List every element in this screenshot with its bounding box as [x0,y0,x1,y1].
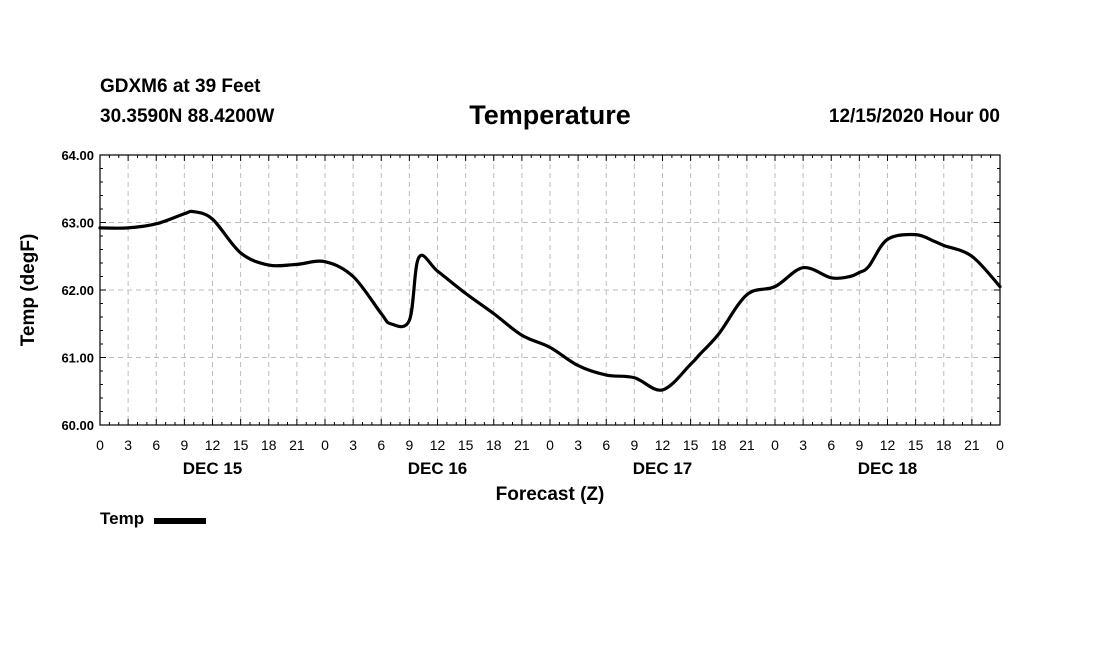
x-tick-label: 0 [771,437,779,453]
y-tick-label: 63.00 [61,216,94,231]
legend-swatch [154,517,207,524]
x-tick-label: 6 [152,437,160,453]
x-tick-label: 3 [799,437,807,453]
forecast-run-time: 12/15/2020 Hour 00 [828,106,1000,127]
x-tick-label: 18 [261,437,277,453]
x-tick-label: 9 [630,437,638,453]
station-label: GDXM6 at 39 Feet [100,76,261,97]
coordinates-label: 30.3590N 88.4200W [100,106,275,127]
x-tick-label: 21 [964,437,980,453]
x-tick-label: 18 [486,437,502,453]
chart-title: Temperature [469,100,631,130]
x-tick-label: 12 [205,437,221,453]
x-tick-label: 15 [233,437,249,453]
x-tick-label: 9 [180,437,188,453]
x-tick-label: 12 [880,437,896,453]
legend-label: Temp [100,509,145,528]
x-tick-label: 18 [711,437,727,453]
day-label: DEC 16 [408,459,468,478]
y-axis-label: Temp (degF) [18,234,39,347]
day-label: DEC 18 [858,459,918,478]
x-tick-label: 9 [405,437,413,453]
x-tick-label: 6 [827,437,835,453]
x-tick-label: 6 [377,437,385,453]
x-tick-label: 0 [321,437,329,453]
x-axis-label: Forecast (Z) [496,484,605,505]
x-tick-label: 18 [936,437,952,453]
y-tick-label: 62.00 [61,283,94,298]
x-tick-label: 21 [289,437,305,453]
x-tick-label: 21 [514,437,530,453]
x-tick-label: 6 [602,437,610,453]
x-tick-label: 21 [739,437,755,453]
x-tick-label: 3 [574,437,582,453]
x-tick-label: 12 [655,437,671,453]
y-tick-label: 61.00 [61,351,94,366]
x-tick-label: 15 [908,437,924,453]
x-tick-label: 0 [546,437,554,453]
x-tick-label: 0 [996,437,1004,453]
y-tick-label: 64.00 [61,148,94,163]
x-tick-label: 15 [458,437,474,453]
series-line-temp [98,209,1002,392]
legend: Temp [100,509,207,529]
x-tick-label: 3 [124,437,132,453]
x-tick-label: 9 [855,437,863,453]
day-label: DEC 17 [633,459,693,478]
y-tick-label: 60.00 [61,418,94,433]
day-label: DEC 15 [183,459,243,478]
x-tick-label: 15 [683,437,699,453]
x-tick-label: 12 [430,437,446,453]
x-tick-label: 0 [96,437,104,453]
x-tick-label: 3 [349,437,357,453]
